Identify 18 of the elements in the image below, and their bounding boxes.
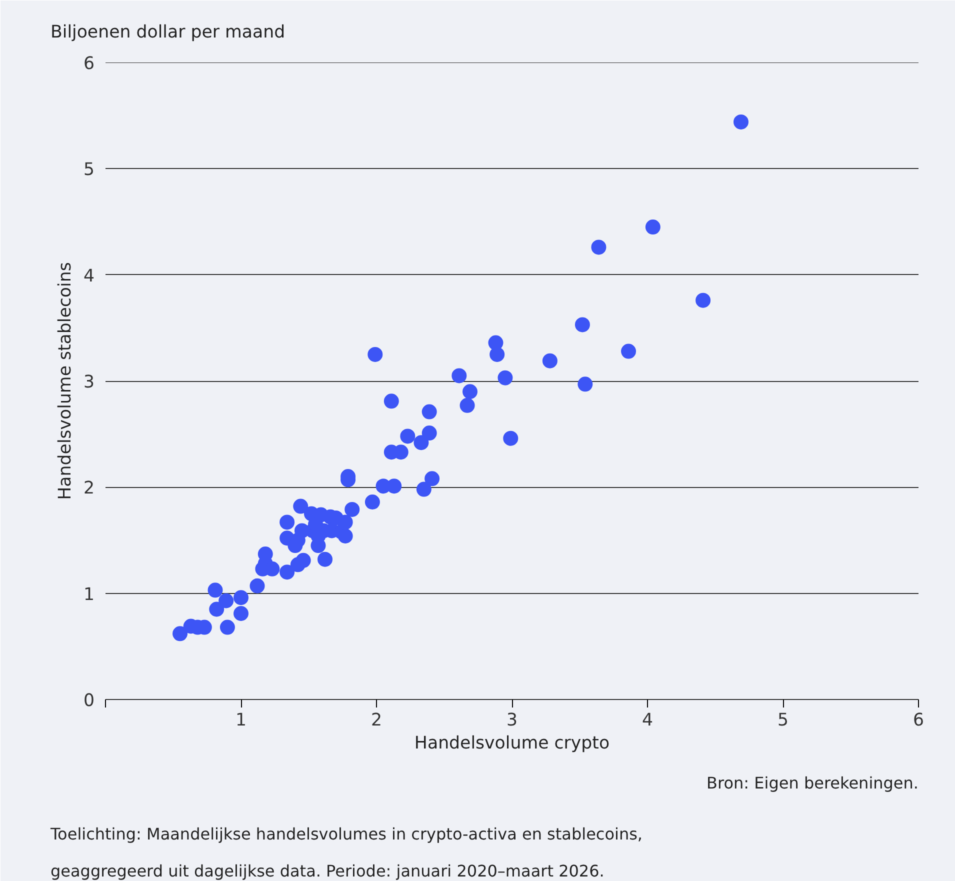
x-tick-label: 2 [370, 710, 382, 730]
x-tick-label: 6 [912, 710, 924, 730]
x-tick-label: 1 [235, 710, 247, 730]
y-tick-label: 2 [83, 478, 95, 499]
text: Toelichting: Maandelijkse handelsvolumes in crypto-activa en stablecoins, geaggregeerd uit dagelijkse data. Periode: januari 2020–maart 2026. [50, 824, 642, 880]
x-tick-label: 3 [506, 710, 518, 730]
y-tick-label: 1 [83, 584, 95, 605]
text: Bron: Eigen berekeningen. [706, 774, 918, 792]
y-tick-label: 3 [83, 372, 95, 392]
chart-subtitle: Biljoenen dollar per maand [50, 22, 286, 42]
y-tick-label: 4 [83, 266, 95, 286]
x-tick-label: 4 [642, 710, 654, 730]
y-axis-title: Handelsvolume stablecoins [55, 262, 76, 500]
y-tick-label: 0 [83, 691, 95, 711]
x-axis-title: Handelsvolume crypto [414, 734, 610, 754]
x-tick-label: 5 [777, 710, 789, 730]
y-tick-label: 6 [83, 54, 95, 74]
y-tick-label: 5 [83, 160, 95, 180]
